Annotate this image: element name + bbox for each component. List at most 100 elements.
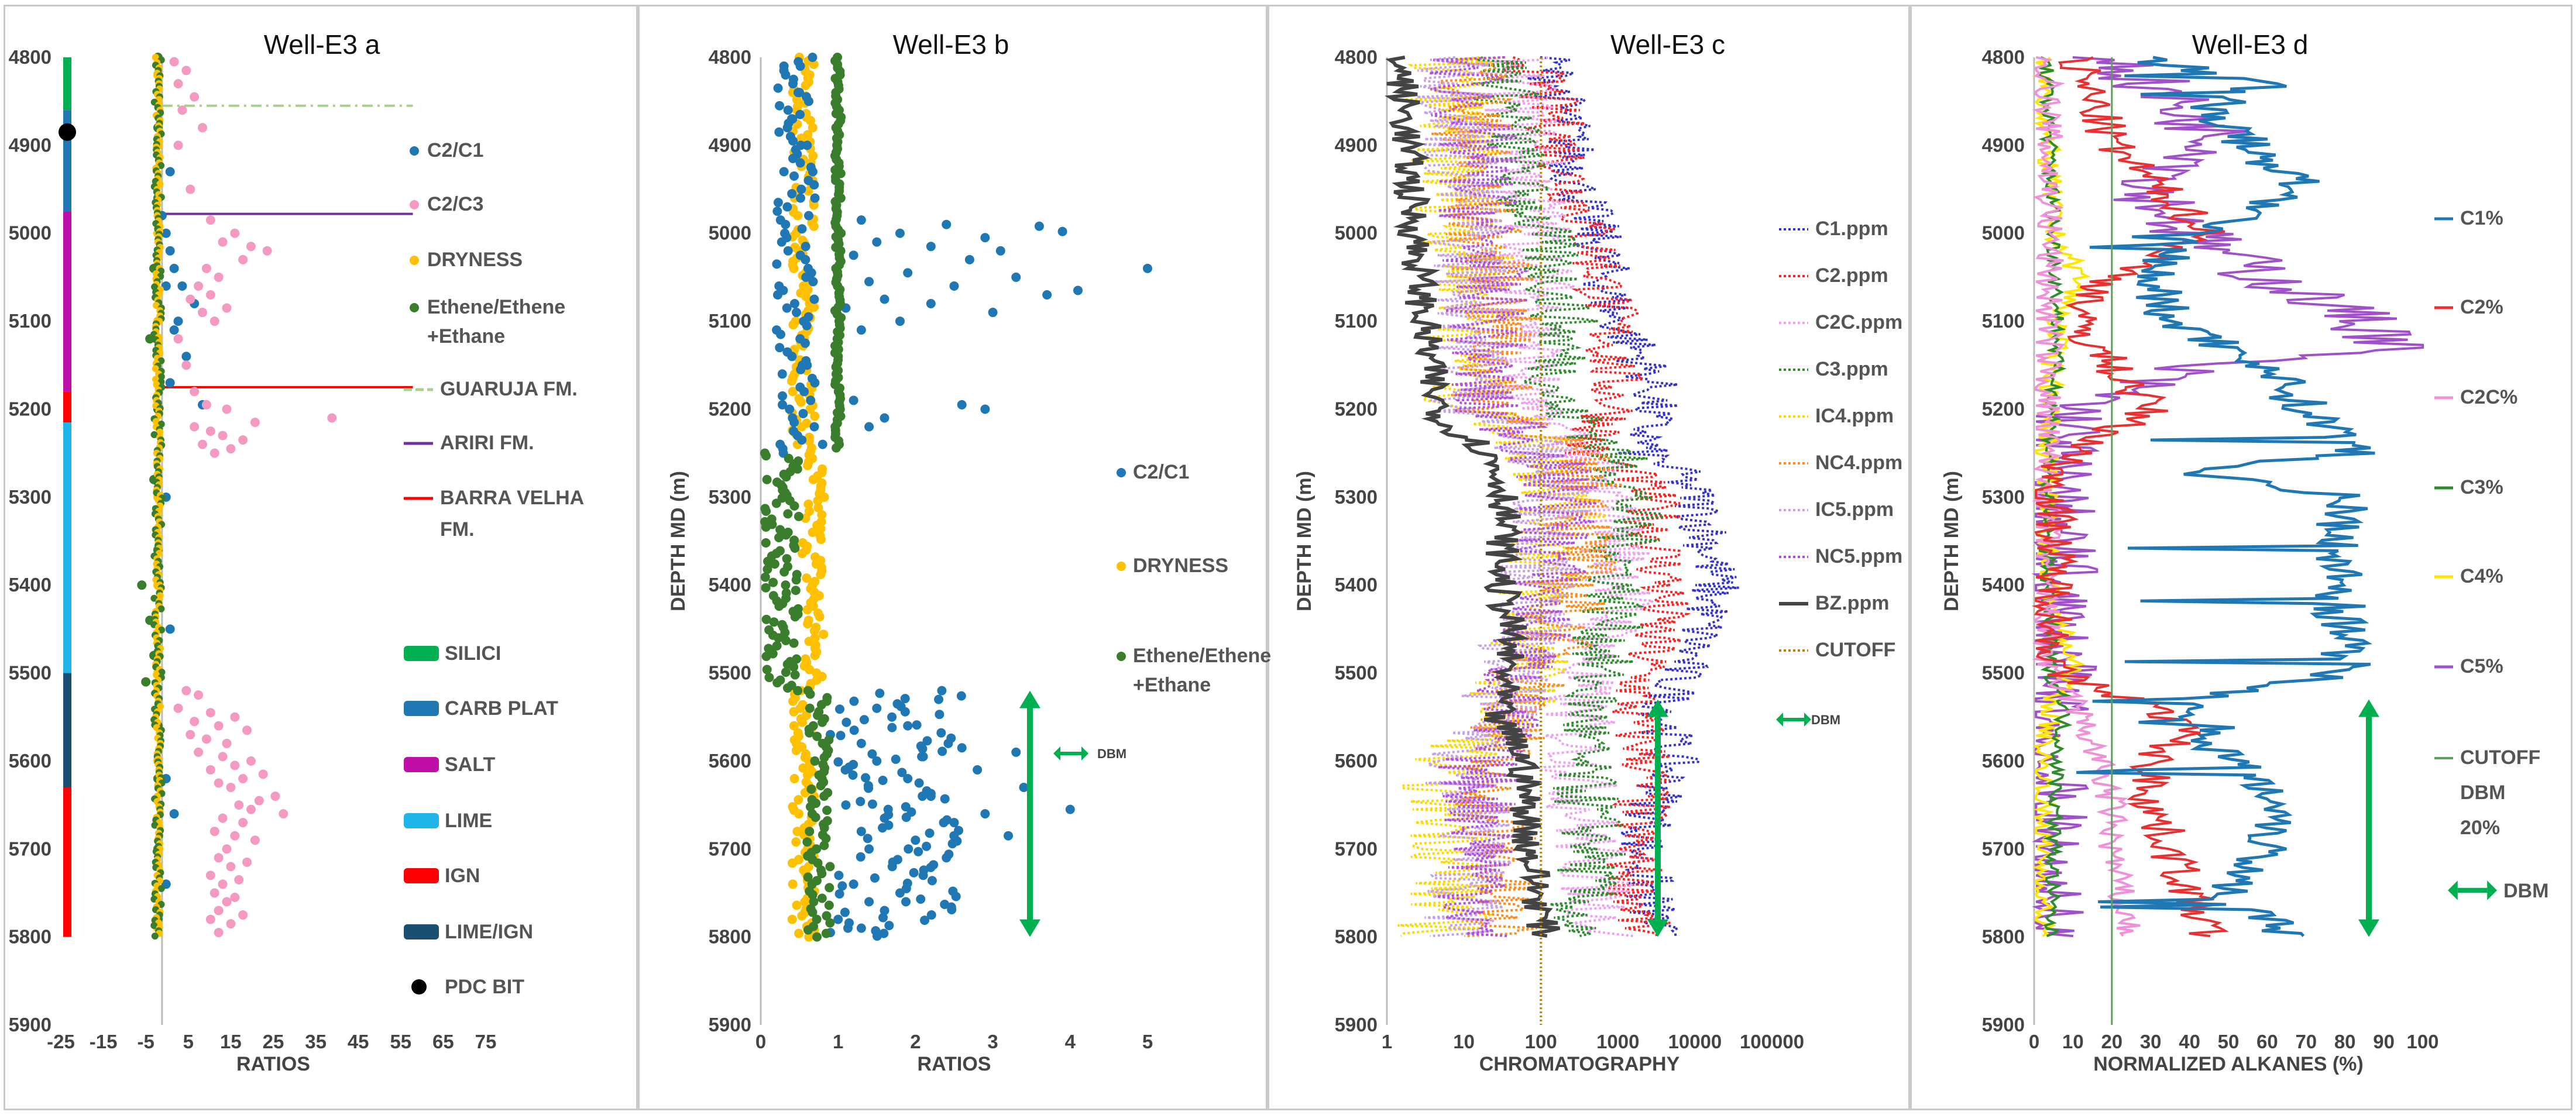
data-point bbox=[936, 728, 946, 738]
data-point bbox=[808, 123, 818, 133]
x-tick-label: 20 bbox=[2101, 1031, 2122, 1052]
legend-label: NC5.ppm bbox=[1815, 545, 1902, 567]
data-point bbox=[856, 215, 866, 225]
data-point bbox=[825, 918, 835, 928]
series-line bbox=[2031, 56, 2230, 938]
legend-label: 20% bbox=[2460, 817, 2500, 839]
data-point bbox=[230, 760, 240, 770]
chart-c: Well-E3 c 4800 4900 5000 5100 5200 5300 5400 550… bbox=[1293, 29, 1902, 1075]
data-point bbox=[810, 378, 820, 388]
data-point bbox=[809, 221, 819, 231]
legend-label: BZ.ppm bbox=[1815, 592, 1890, 614]
y-tick-label: 5900 bbox=[1982, 1014, 2025, 1035]
data-point bbox=[186, 184, 195, 194]
lithology-block bbox=[63, 211, 71, 392]
y-tick-label: 5800 bbox=[1982, 926, 2025, 948]
data-point bbox=[988, 308, 998, 318]
x-tick-label: 30 bbox=[2140, 1031, 2162, 1052]
data-point bbox=[801, 81, 810, 91]
data-point bbox=[903, 721, 913, 731]
x-tick-label: -5 bbox=[138, 1031, 154, 1052]
y-tick-label: 5300 bbox=[1335, 486, 1378, 508]
data-point bbox=[792, 95, 802, 105]
data-point bbox=[812, 932, 822, 942]
data-point bbox=[856, 738, 866, 748]
data-point bbox=[190, 422, 200, 432]
data-point bbox=[806, 116, 816, 126]
data-point bbox=[173, 703, 183, 713]
legend-label: LIME bbox=[445, 810, 492, 832]
data-point bbox=[802, 140, 812, 150]
data-point bbox=[793, 211, 803, 221]
data-point bbox=[925, 828, 935, 838]
data-point bbox=[903, 268, 913, 278]
data-point bbox=[238, 910, 248, 920]
data-point bbox=[859, 715, 869, 725]
data-point bbox=[181, 360, 191, 370]
data-point bbox=[250, 835, 260, 845]
data-point bbox=[808, 527, 818, 537]
data-point bbox=[137, 580, 147, 590]
data-point bbox=[214, 928, 224, 938]
data-point bbox=[964, 254, 974, 264]
x-tick-label: 100 bbox=[1525, 1031, 1557, 1052]
data-point bbox=[937, 686, 947, 696]
data-point bbox=[805, 689, 815, 699]
y-tick-label: 5800 bbox=[9, 926, 51, 948]
data-point bbox=[795, 109, 805, 119]
y-tick-label: 5100 bbox=[709, 310, 751, 332]
data-point bbox=[789, 707, 799, 717]
data-point bbox=[819, 823, 829, 833]
data-point bbox=[181, 352, 191, 362]
data-point bbox=[802, 605, 812, 615]
data-point bbox=[258, 769, 268, 779]
data-point bbox=[802, 360, 812, 370]
data-point bbox=[772, 641, 782, 651]
data-point bbox=[262, 246, 272, 256]
dbm-arrow-head bbox=[2358, 919, 2379, 937]
data-point bbox=[177, 105, 187, 115]
legend-label: FM. bbox=[440, 518, 475, 541]
y-tick-label: 5500 bbox=[9, 662, 51, 684]
data-point bbox=[900, 707, 910, 717]
data-point bbox=[817, 893, 827, 903]
data-point bbox=[205, 290, 215, 300]
data-point bbox=[242, 725, 252, 735]
data-point bbox=[151, 821, 159, 829]
x-tick-label: 75 bbox=[475, 1031, 497, 1052]
data-point bbox=[880, 413, 889, 423]
legend-block bbox=[404, 646, 439, 661]
data-point bbox=[327, 413, 337, 423]
x-tick-label: 45 bbox=[348, 1031, 369, 1052]
data-point bbox=[788, 696, 798, 706]
data-point bbox=[819, 841, 829, 851]
data-point bbox=[856, 923, 866, 933]
data-point bbox=[821, 928, 831, 938]
data-point bbox=[201, 734, 211, 744]
legend-label: PDC BIT bbox=[445, 976, 524, 998]
data-point bbox=[818, 439, 827, 449]
data-point bbox=[789, 501, 799, 511]
data-point bbox=[916, 894, 926, 904]
legend-label: Ethene/Ethene bbox=[1133, 645, 1271, 667]
data-point bbox=[205, 708, 215, 718]
y-tick-label: 5600 bbox=[1335, 750, 1378, 772]
data-point bbox=[878, 823, 888, 833]
legend-label: DBM bbox=[2460, 782, 2505, 804]
data-point bbox=[805, 728, 815, 738]
series-line bbox=[1470, 56, 1664, 938]
x-tick-label: 60 bbox=[2256, 1031, 2278, 1052]
data-point bbox=[781, 219, 791, 229]
data-point bbox=[816, 700, 826, 710]
data-point bbox=[1143, 263, 1152, 273]
y-tick-label: 5300 bbox=[9, 486, 51, 508]
data-point bbox=[842, 717, 851, 727]
x-tick-label: 10 bbox=[2062, 1031, 2084, 1052]
legend-label: DRYNESS bbox=[427, 249, 523, 271]
data-point bbox=[1004, 831, 1014, 841]
data-point bbox=[808, 277, 818, 287]
data-point bbox=[205, 870, 215, 880]
data-point bbox=[156, 592, 164, 600]
data-point bbox=[150, 922, 158, 930]
data-point bbox=[776, 329, 786, 339]
